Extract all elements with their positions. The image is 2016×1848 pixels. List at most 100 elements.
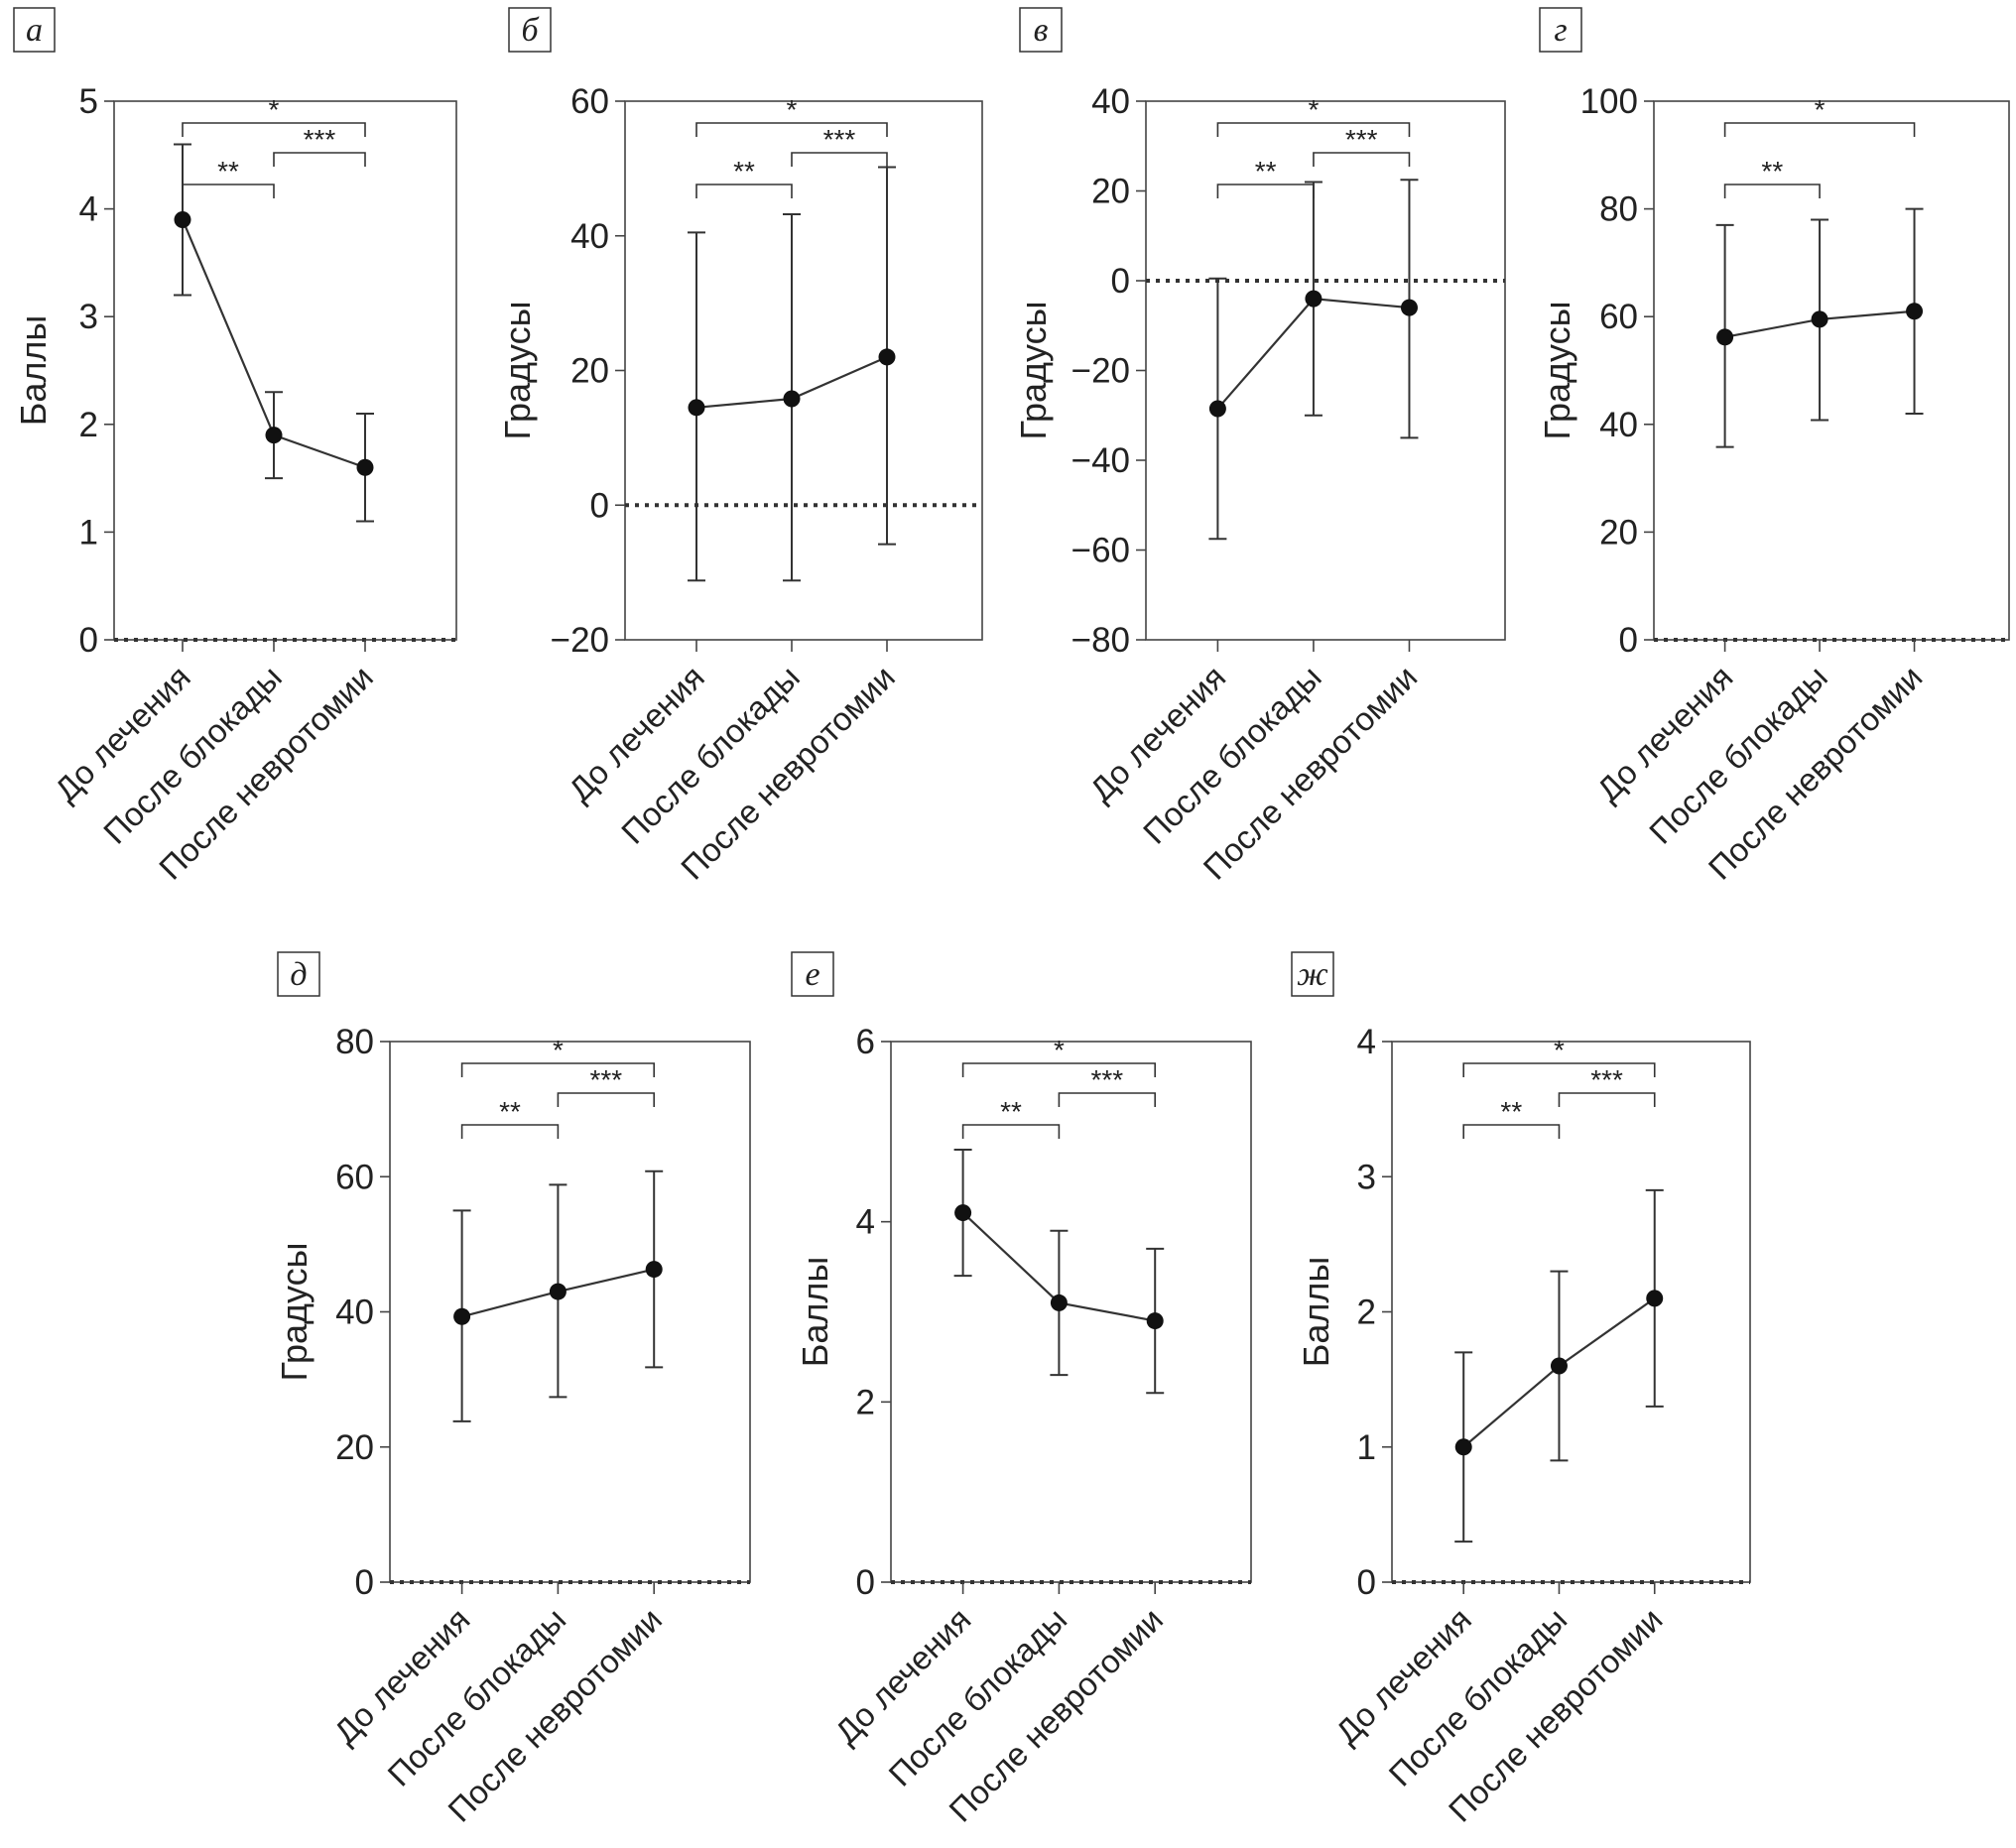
panel-4-ytick-label: 40	[1599, 406, 1638, 444]
panel-6-significance-bracket	[961, 1062, 1156, 1077]
panel-3-significance-bracket	[1216, 184, 1315, 198]
panel-2-ytick-label: 60	[570, 82, 609, 121]
panel-1-significance-label: ***	[304, 124, 336, 155]
panel-2-significance-bracket	[695, 122, 888, 137]
panel-6-category-label: После блокады	[881, 1601, 1073, 1793]
panel-5-plot-frame	[389, 1041, 751, 1583]
panel-2-label: б	[521, 12, 540, 49]
panel-5-significance-label: **	[499, 1096, 521, 1127]
panel-2-ytick-label: 0	[590, 486, 609, 525]
panel-2-data-point	[688, 399, 705, 417]
panel-7-ytick-label: 3	[1357, 1158, 1376, 1196]
panel-5-significance-bracket	[460, 1124, 560, 1139]
panel-2-significance-label: ***	[823, 124, 856, 155]
panel-7-significance-label: **	[1500, 1096, 1522, 1127]
panel-7-significance-label: *	[1554, 1035, 1565, 1065]
panel-7-category-label: После блокады	[1381, 1601, 1574, 1793]
panel-4-significance-bracket	[1723, 184, 1821, 198]
panel-1-ytick-label: 3	[79, 298, 98, 336]
panel-1-ytick-label: 4	[79, 190, 98, 229]
panel-5-data-point	[645, 1261, 663, 1279]
panel-7-data-point	[1454, 1438, 1472, 1456]
panel-4-y-axis-title: Градусы	[1537, 302, 1577, 440]
panel-4-data-point	[1716, 328, 1734, 346]
panel-5-significance-label: ***	[589, 1064, 622, 1095]
panel-5-data-point	[549, 1283, 567, 1300]
panel-4-data-point	[1906, 303, 1924, 320]
panel-6-ytick-label: 4	[856, 1203, 875, 1242]
panel-5-ytick-label: 20	[335, 1428, 374, 1467]
panel-2-label-box	[508, 7, 552, 53]
panel-1-ytick-label: 1	[79, 513, 98, 552]
panel-2-y-axis-title: Градусы	[497, 302, 538, 440]
panel-3-label: в	[1034, 12, 1049, 49]
panel-1-significance-label: *	[269, 94, 280, 125]
panel-7-label-box	[1291, 951, 1334, 997]
panel-1-plot-frame	[113, 100, 457, 641]
panel-7-ytick-label: 2	[1357, 1294, 1376, 1332]
panel-3-ytick-label: 40	[1091, 82, 1130, 121]
panel-4-significance-label: *	[1815, 94, 1826, 125]
panel-7-ytick-label: 4	[1357, 1023, 1376, 1061]
panel-3-ytick-label: −60	[1071, 532, 1130, 570]
panel-3-label-box	[1019, 7, 1063, 53]
panel-1-significance-bracket	[182, 122, 366, 137]
panel-3-significance-bracket	[1313, 152, 1411, 167]
panel-3-significance-label: *	[1308, 94, 1319, 125]
panel-1-ytick-label: 2	[79, 406, 98, 444]
panel-2-significance-label: *	[787, 94, 798, 125]
panel-4-plot-frame	[1653, 100, 2010, 641]
panel-6-data-point	[1050, 1294, 1068, 1311]
panel-2-ytick-label: 20	[570, 352, 609, 391]
panel-1-ytick-label: 5	[79, 82, 98, 121]
panel-7-significance-label: ***	[1590, 1064, 1623, 1095]
panel-6-significance-label: ***	[1090, 1064, 1123, 1095]
panel-5-ytick-label: 60	[335, 1158, 374, 1196]
panel-3-ytick-label: −80	[1071, 621, 1130, 660]
panel-1-label: а	[26, 12, 43, 49]
panel-1-label-box	[13, 7, 56, 53]
panel-7-ytick-label: 0	[1357, 1563, 1376, 1602]
panel-1-data-point	[356, 458, 374, 476]
panel-2-plot-frame	[624, 100, 983, 641]
panel-1-significance-bracket	[273, 152, 366, 167]
panel-1-data-point	[265, 427, 283, 444]
panel-4-ytick-label: 100	[1580, 82, 1638, 121]
panel-1-y-axis-title: Баллы	[13, 315, 54, 427]
panel-3-data-point	[1400, 299, 1418, 316]
panel-4-data-point	[1811, 310, 1828, 328]
panel-6-ytick-label: 2	[856, 1383, 875, 1421]
panel-6-label-box	[791, 951, 834, 997]
panel-7-plot-frame	[1391, 1041, 1751, 1583]
panel-2-data-point	[783, 390, 801, 408]
panel-5-significance-bracket	[557, 1092, 655, 1107]
panel-4-label-box	[1539, 7, 1582, 53]
panel-4-ytick-label: 20	[1599, 513, 1638, 552]
panel-5-data-point	[453, 1307, 471, 1325]
panel-3-ytick-label: 20	[1091, 173, 1130, 211]
panel-6-data-point	[1146, 1312, 1164, 1330]
panel-2-significance-bracket	[791, 152, 888, 167]
panel-3-ytick-label: 0	[1111, 262, 1130, 301]
panel-5-significance-bracket	[460, 1062, 655, 1077]
panel-5-significance-label: *	[553, 1035, 564, 1065]
panel-5-y-axis-title: Градусы	[274, 1243, 315, 1382]
panel-5-label-box	[277, 951, 320, 997]
panel-6-data-point	[954, 1204, 972, 1222]
panel-7-data-point	[1550, 1357, 1568, 1375]
panel-6-ytick-label: 0	[856, 1563, 875, 1602]
panel-6-y-axis-title: Баллы	[795, 1257, 835, 1368]
panel-5-ytick-label: 0	[355, 1563, 374, 1602]
panel-3-ytick-label: −20	[1071, 352, 1130, 391]
panel-4-ytick-label: 0	[1619, 621, 1638, 660]
panel-1-significance-bracket	[182, 184, 275, 198]
panel-3-category-label: После блокады	[1136, 659, 1328, 851]
panel-2-category-label: После блокады	[614, 659, 807, 851]
panel-3-significance-label: ***	[1345, 124, 1378, 155]
panel-4-significance-bracket	[1723, 122, 1916, 137]
panel-7-data-point	[1646, 1290, 1664, 1307]
panel-6-significance-bracket	[1058, 1092, 1156, 1107]
panel-4-label: г	[1554, 12, 1567, 49]
